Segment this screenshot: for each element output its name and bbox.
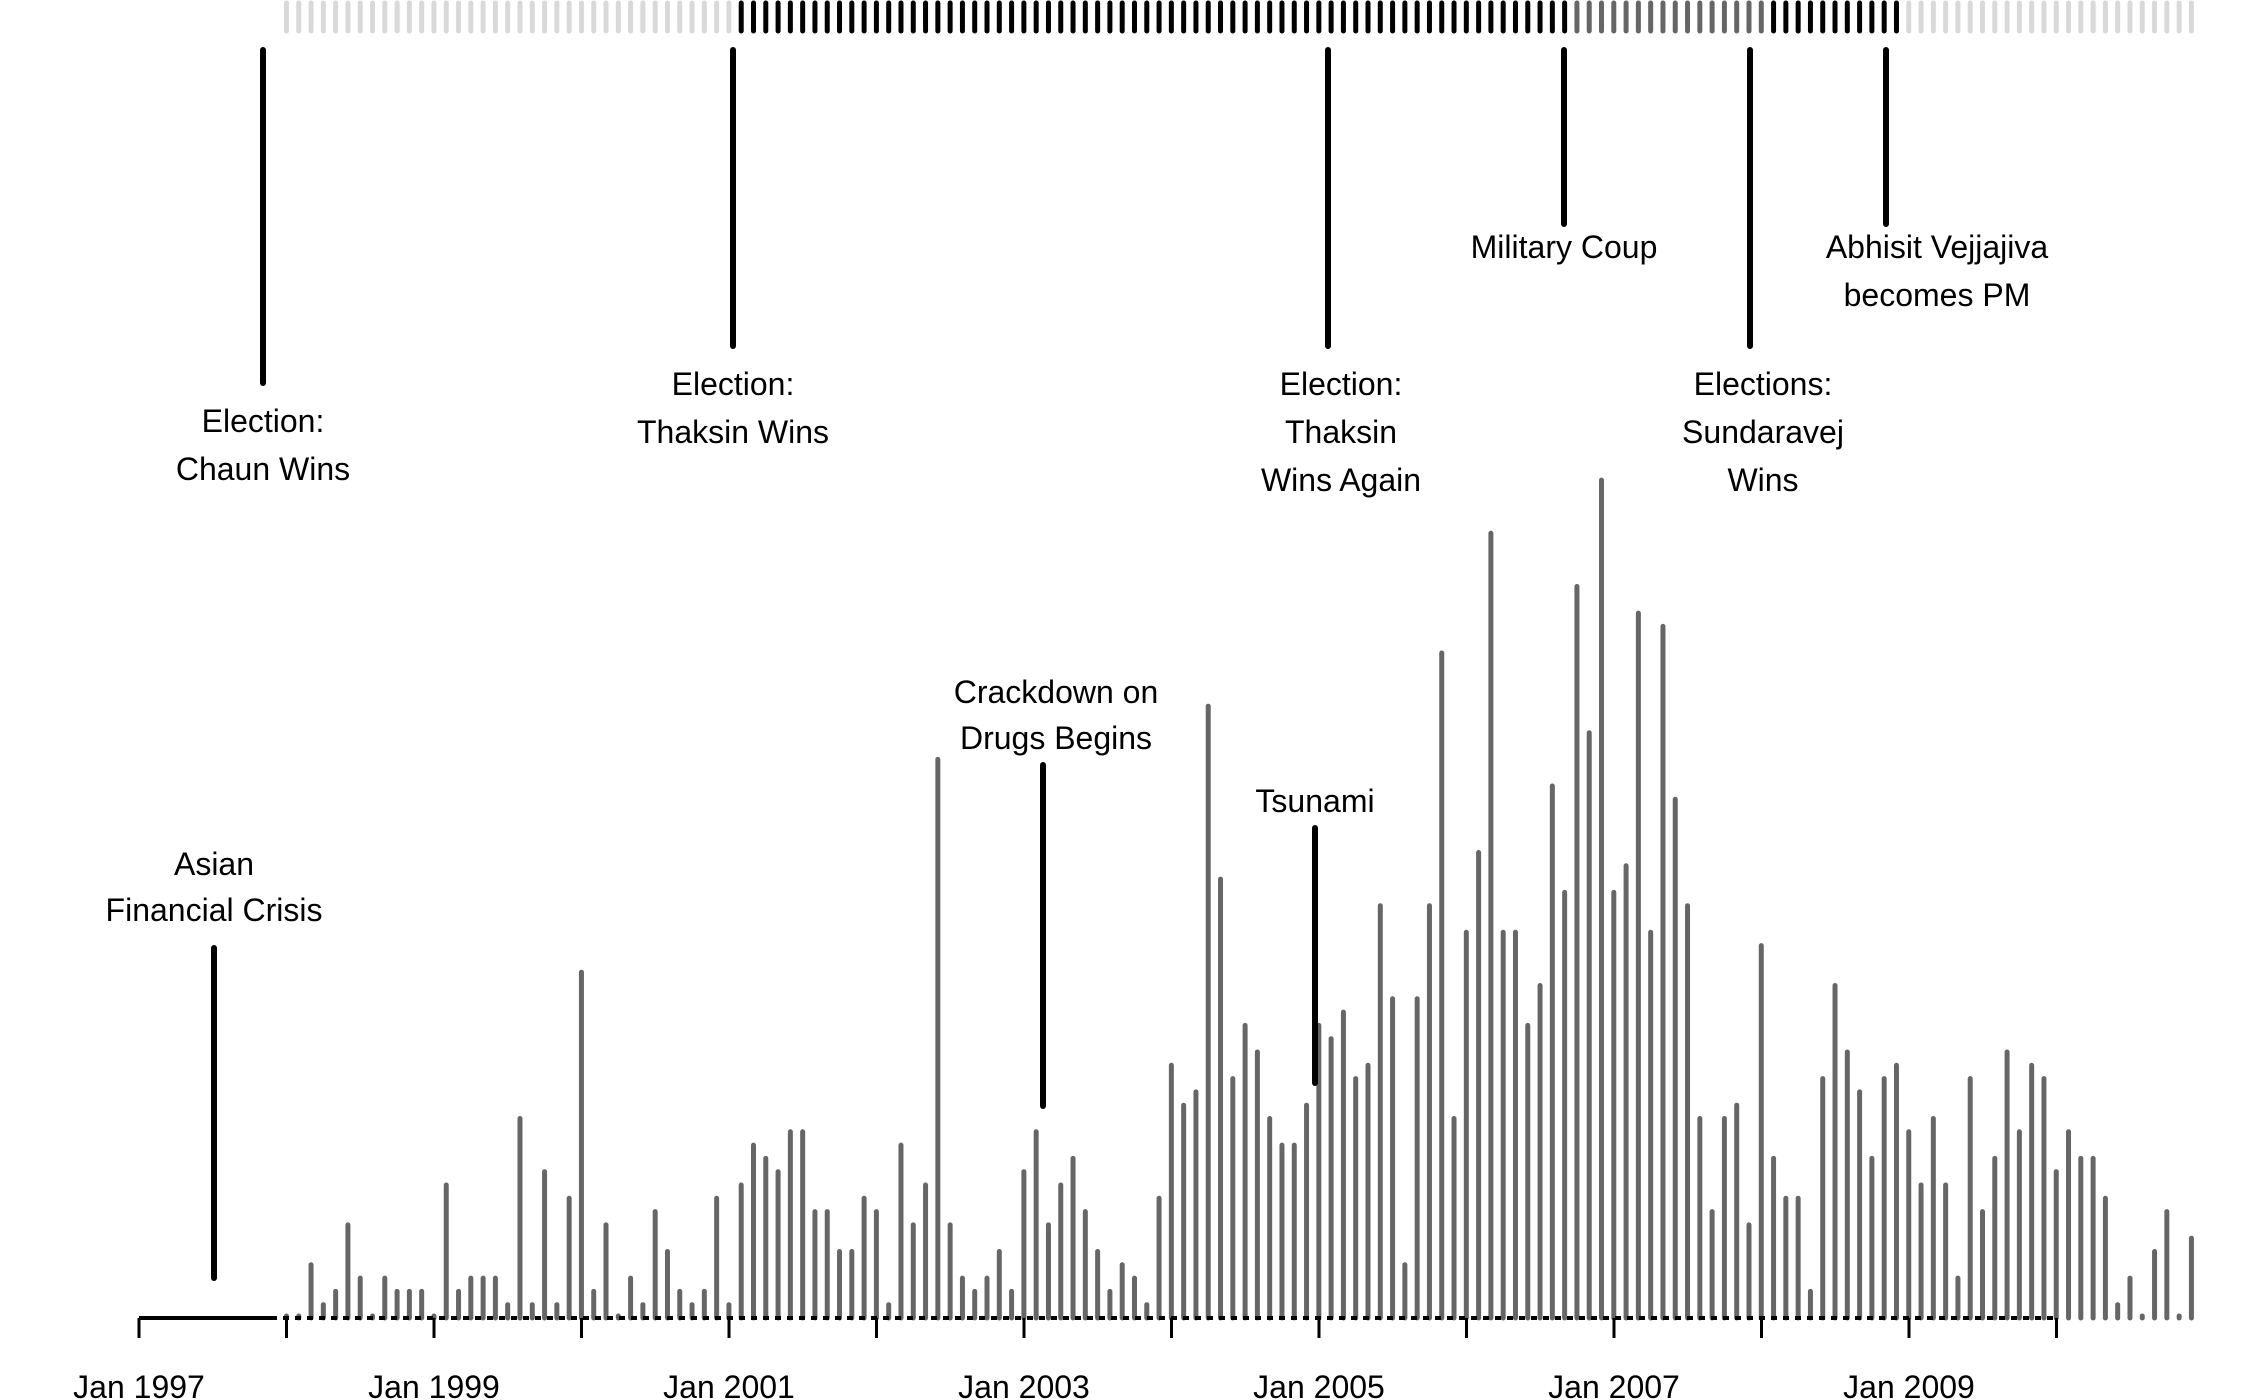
annotation-label: Military Coup — [1471, 229, 1658, 265]
annotation-label: Thaksin — [1285, 414, 1397, 450]
annotation-label: Elections: — [1694, 366, 1833, 402]
bars — [283, 477, 2194, 1321]
tick-label: Jan 1997 — [73, 1369, 205, 1400]
tick-label: Jan 2005 — [1253, 1369, 1385, 1400]
annotation-label: Election: — [202, 403, 325, 439]
annotation-label: Tsunami — [1255, 783, 1374, 819]
tick-label: Jan 2003 — [958, 1369, 1090, 1400]
annotation-label: Chaun Wins — [176, 451, 350, 487]
tick-label: Jan 2001 — [663, 1369, 795, 1400]
annotation-label: Drugs Begins — [960, 720, 1152, 756]
annotation-label: Sundaravej — [1682, 414, 1844, 450]
annotations: Election: Chaun Wins Election: Thaksin Wins… — [106, 47, 2049, 1281]
annotation-label: Wins Again — [1261, 462, 1421, 498]
annotation-label: Thaksin Wins — [637, 414, 829, 450]
annotation-label: Wins — [1727, 462, 1798, 498]
tick-label: Jan 2007 — [1548, 1369, 1680, 1400]
annotation-label: Crackdown on — [954, 674, 1159, 710]
annotation-label: Election: — [672, 366, 795, 402]
annotation-label: Abhisit Vejjajiva — [1826, 229, 2049, 265]
annotation-label: Financial Crisis — [106, 892, 323, 928]
tick-label: Jan 2009 — [1843, 1369, 1975, 1400]
government-strip — [283, 0, 2194, 34]
annotation-label: Election: — [1280, 366, 1403, 402]
annotation-label: becomes PM — [1844, 277, 2031, 313]
x-axis: Jan 1997 Jan 1999 Jan 2001 Jan 2003 Jan 2005… — [73, 1316, 2058, 1400]
annotation-label: Asian — [174, 846, 254, 882]
tick-label: Jan 1999 — [368, 1369, 500, 1400]
